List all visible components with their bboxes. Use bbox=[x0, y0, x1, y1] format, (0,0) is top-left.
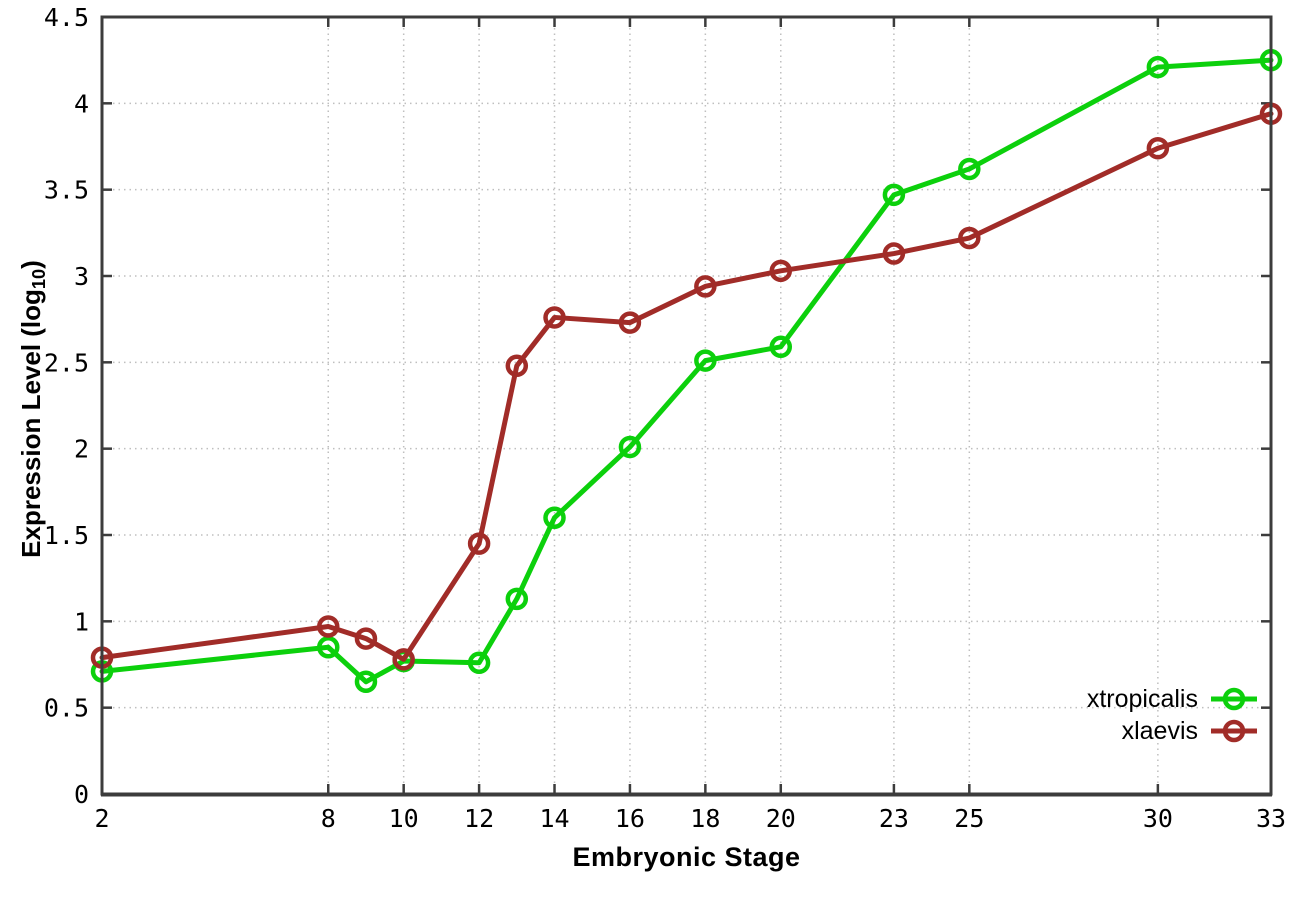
x-tick-label: 10 bbox=[389, 804, 419, 833]
data-point-xtropicalis bbox=[317, 635, 340, 659]
data-point-xtropicalis bbox=[958, 157, 981, 181]
series-line-xlaevis bbox=[99, 111, 1274, 662]
legend-marker-icon bbox=[1211, 687, 1257, 711]
data-point-xlaevis bbox=[769, 259, 793, 283]
y-tick-label: 2 bbox=[74, 435, 89, 464]
y-tick-label: 4.5 bbox=[44, 3, 89, 32]
data-point-xlaevis bbox=[467, 532, 491, 555]
y-axis-title-text: Expression Level (log bbox=[16, 289, 46, 558]
legend-label: xlaevis bbox=[1121, 717, 1198, 745]
data-point-xlaevis bbox=[505, 354, 529, 378]
y-tick-label: 2.5 bbox=[44, 348, 89, 377]
y-tick-label: 0 bbox=[74, 780, 89, 809]
data-point-xlaevis bbox=[694, 275, 717, 298]
data-point-xtropicalis bbox=[769, 335, 793, 359]
data-point-xlaevis bbox=[1146, 136, 1170, 160]
data-point-xlaevis bbox=[882, 242, 906, 265]
y-tick-label: 1.5 bbox=[44, 521, 89, 550]
x-tick-label: 30 bbox=[1143, 804, 1173, 833]
y-tick-label: 3 bbox=[74, 262, 89, 291]
data-point-xtropicalis bbox=[1146, 55, 1170, 79]
y-tick-label: 1 bbox=[74, 607, 89, 636]
x-tick-label: 14 bbox=[539, 804, 569, 833]
x-axis-title: Embryonic Stage bbox=[572, 842, 801, 872]
y-axis-title: Expression Level (log10) bbox=[16, 189, 50, 629]
data-point-xtropicalis bbox=[505, 587, 529, 611]
data-point-xlaevis bbox=[618, 311, 642, 334]
x-tick-label: 2 bbox=[94, 804, 109, 833]
data-point-xlaevis bbox=[543, 306, 566, 329]
x-tick-label: 23 bbox=[879, 804, 909, 833]
data-point-xtropicalis bbox=[354, 670, 378, 694]
legend-entry-xlaevis: xlaevis bbox=[1122, 716, 1258, 746]
legend-entry-xtropicalis: xtropicalis bbox=[1087, 684, 1258, 714]
x-tick-label: 18 bbox=[690, 804, 720, 833]
data-point-xtropicalis bbox=[694, 349, 717, 372]
legend-marker-icon bbox=[1211, 719, 1257, 743]
data-point-xlaevis bbox=[958, 226, 981, 250]
y-tick-label: 3.5 bbox=[44, 176, 89, 205]
x-tick-label: 16 bbox=[615, 804, 645, 833]
data-point-xlaevis bbox=[392, 648, 415, 671]
data-point-xtropicalis bbox=[618, 435, 642, 459]
y-axis-title-close: ) bbox=[16, 260, 46, 269]
data-point-xtropicalis bbox=[467, 651, 491, 675]
data-point-xtropicalis bbox=[543, 506, 566, 529]
x-tick-label: 33 bbox=[1256, 804, 1286, 833]
legend-label: xtropicalis bbox=[1086, 685, 1198, 713]
plot-border bbox=[100, 15, 1273, 796]
x-tick-label: 8 bbox=[321, 804, 336, 833]
x-tick-label: 25 bbox=[954, 804, 984, 833]
series-line-xtropicalis bbox=[99, 57, 1274, 685]
y-tick-label: 0.5 bbox=[44, 694, 89, 723]
x-tick-label: 20 bbox=[766, 804, 796, 833]
chart-legend: xtropicalis xlaevis bbox=[1087, 684, 1258, 746]
x-tick-label: 12 bbox=[464, 804, 494, 833]
data-point-xlaevis bbox=[317, 615, 340, 638]
data-point-xlaevis bbox=[354, 627, 378, 650]
y-axis-title-subscript: 10 bbox=[29, 268, 49, 290]
data-point-xtropicalis bbox=[882, 183, 906, 207]
y-tick-label: 4 bbox=[74, 89, 89, 118]
